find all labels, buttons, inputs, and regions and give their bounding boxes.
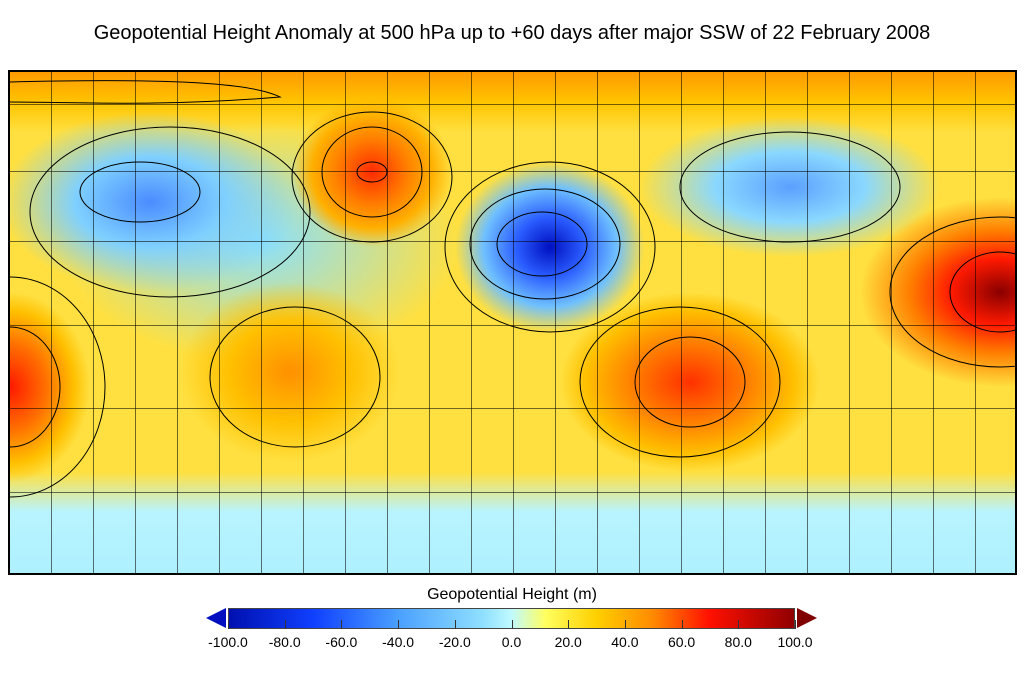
colorbar-min-extend-arrow — [206, 608, 226, 628]
contour-lines — [10, 80, 1015, 498]
colorbar-tick-label: -80.0 — [268, 634, 301, 650]
map-title: Geopotential Height Anomaly at 500 hPa u… — [93, 22, 931, 44]
colorbar-tick — [624, 620, 626, 629]
colorbar-tick-label: 20.0 — [554, 634, 582, 650]
colorbar-tick — [795, 620, 796, 629]
colorbar-tick-label: -20.0 — [438, 634, 471, 650]
colorbar-tick — [228, 620, 229, 629]
colorbar-tick — [738, 620, 740, 629]
colorbar-tick — [454, 620, 456, 629]
colorbar-max-extend-arrow — [797, 608, 817, 628]
colorbar-tick-label: -40.0 — [382, 634, 415, 650]
colorbar-tick — [681, 620, 683, 629]
colorbar-tick-label: 80.0 — [724, 634, 752, 650]
colorbar-tick-label: 100.0 — [777, 634, 813, 650]
colorbar-label: Geopotential Height (m) — [427, 586, 597, 603]
colorbar-tick-label: -100.0 — [208, 634, 248, 650]
colorbar-tick — [398, 620, 400, 629]
anomaly-map — [8, 70, 1017, 575]
colorbar-tick — [284, 620, 286, 629]
colorbar-tick — [511, 620, 513, 629]
colorbar-tick-label: -60.0 — [325, 634, 358, 650]
lat-lon-grid — [10, 72, 1015, 573]
colorbar-tick — [341, 620, 343, 629]
colorbar-tick-label: 0.0 — [501, 634, 522, 650]
colorbar-tick — [568, 620, 570, 629]
colorbar-tick-label: 60.0 — [667, 634, 696, 650]
colorbar-tick-label: 40.0 — [611, 634, 639, 650]
